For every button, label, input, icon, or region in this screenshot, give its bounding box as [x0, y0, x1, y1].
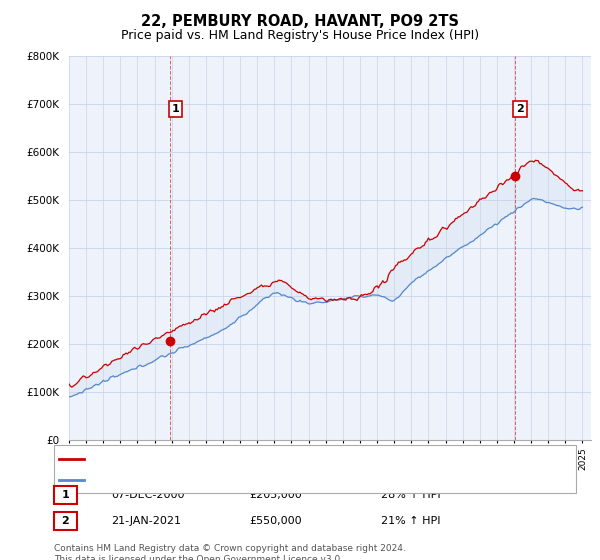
Text: £550,000: £550,000: [249, 516, 302, 526]
Text: 28% ↑ HPI: 28% ↑ HPI: [381, 490, 440, 500]
Text: 1: 1: [172, 104, 179, 114]
Text: 22, PEMBURY ROAD, HAVANT, PO9 2TS: 22, PEMBURY ROAD, HAVANT, PO9 2TS: [141, 14, 459, 29]
Text: Price paid vs. HM Land Registry's House Price Index (HPI): Price paid vs. HM Land Registry's House …: [121, 29, 479, 42]
Text: 2: 2: [62, 516, 69, 526]
Text: 22, PEMBURY ROAD, HAVANT, PO9 2TS (detached house): 22, PEMBURY ROAD, HAVANT, PO9 2TS (detac…: [91, 454, 388, 464]
Text: 2: 2: [516, 104, 524, 114]
Text: Contains HM Land Registry data © Crown copyright and database right 2024.
This d: Contains HM Land Registry data © Crown c…: [54, 544, 406, 560]
Text: 1: 1: [62, 490, 69, 500]
Text: £205,000: £205,000: [249, 490, 302, 500]
Text: 21% ↑ HPI: 21% ↑ HPI: [381, 516, 440, 526]
Text: 07-DEC-2000: 07-DEC-2000: [111, 490, 185, 500]
Text: HPI: Average price, detached house, Havant: HPI: Average price, detached house, Hava…: [91, 475, 322, 486]
Text: 21-JAN-2021: 21-JAN-2021: [111, 516, 181, 526]
